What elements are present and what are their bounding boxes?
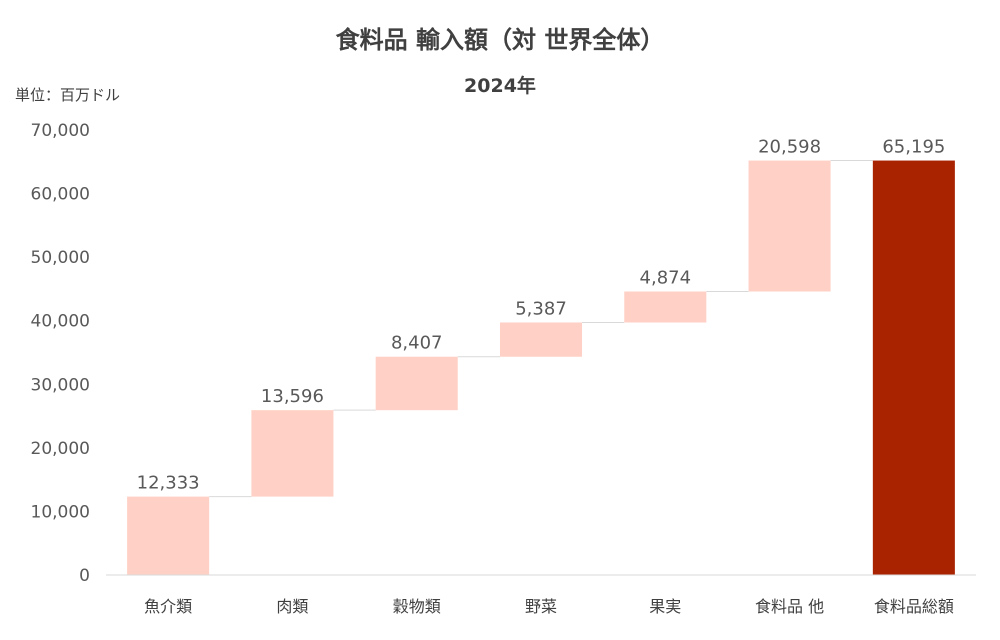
data-label: 12,333: [137, 473, 200, 494]
y-tick-label: 50,000: [31, 248, 90, 268]
bar-increment: [499, 322, 583, 357]
bar-total: [872, 160, 955, 575]
x-axis: 魚介類 肉類 穀物類 野菜 果実 食料品 他 食料品総額: [144, 597, 954, 616]
data-label: 5,387: [515, 298, 567, 319]
chart-subtitle: 2024年: [464, 74, 536, 97]
x-category-label: 果実: [649, 597, 681, 616]
data-label: 20,598: [758, 137, 821, 158]
bar-increment: [251, 410, 334, 497]
y-tick-label: 20,000: [31, 439, 90, 459]
x-category-label: 魚介類: [144, 597, 192, 616]
data-labels: 12,333 13,596 8,407 5,387 4,874 20,598 65,195: [137, 137, 946, 494]
data-label: 4,874: [640, 267, 692, 288]
y-axis: 0 10,000 20,000 30,000 40,000 50,000 60,000 70,…: [31, 121, 90, 586]
y-tick-label: 30,000: [31, 375, 90, 395]
bar-increment: [624, 291, 707, 323]
data-label: 8,407: [391, 333, 443, 354]
x-category-label: 肉類: [276, 597, 308, 616]
x-category-label: 野菜: [525, 597, 557, 616]
y-tick-label: 10,000: [31, 502, 90, 522]
y-tick-label: 70,000: [31, 121, 90, 141]
data-label: 13,596: [261, 386, 324, 407]
bars: [127, 160, 955, 575]
bar-increment: [375, 356, 458, 411]
y-tick-label: 60,000: [31, 185, 90, 205]
bar-increment: [748, 160, 831, 292]
x-category-label: 食料品 他: [755, 597, 824, 616]
unit-label: 単位：百万ドル: [15, 86, 120, 104]
x-category-label: 穀物類: [393, 597, 441, 616]
y-tick-label: 0: [79, 566, 90, 586]
x-category-label: 食料品総額: [874, 597, 954, 616]
connector-lines: [209, 160, 873, 498]
y-tick-label: 40,000: [31, 312, 90, 332]
bar-increment: [127, 496, 210, 575]
chart-title: 食料品 輸入額（対 世界全体）: [336, 26, 665, 54]
data-label: 65,195: [882, 137, 945, 158]
